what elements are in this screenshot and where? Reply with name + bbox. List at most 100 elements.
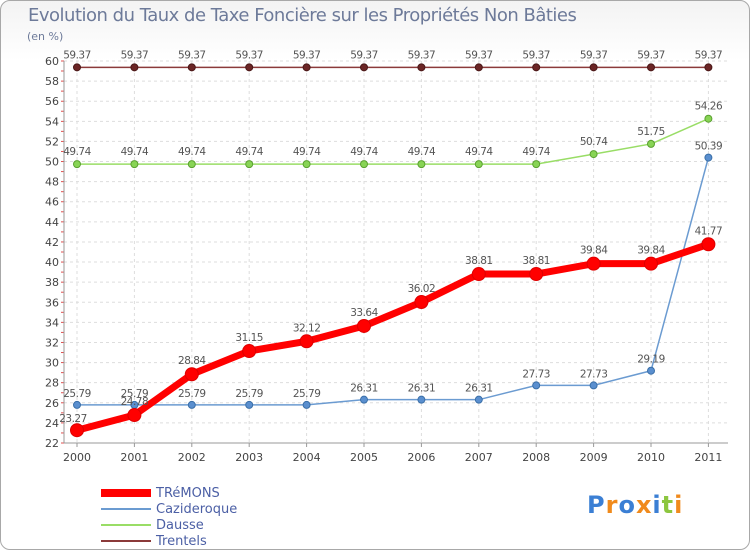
data-point xyxy=(73,63,81,72)
proxiti-logo: Proxiti xyxy=(587,491,683,519)
y-tick-label: 56 xyxy=(45,95,59,108)
series-line-cazideroque xyxy=(77,157,710,406)
y-tick-label: 34 xyxy=(45,316,59,329)
data-label: 59.37 xyxy=(695,49,723,61)
data-point xyxy=(360,63,368,72)
data-label: 59.37 xyxy=(293,49,321,61)
data-point xyxy=(417,63,426,72)
y-tick-label: 50 xyxy=(45,156,59,169)
data-point xyxy=(245,400,254,409)
data-label: 26.31 xyxy=(350,383,378,395)
data-point xyxy=(360,160,368,169)
y-tick-label: 58 xyxy=(45,75,59,88)
y-tick-label: 42 xyxy=(45,236,59,249)
data-label: 49.74 xyxy=(293,146,321,158)
data-label: 49.74 xyxy=(408,146,436,158)
x-tick-label: 2005 xyxy=(350,451,378,464)
data-label: 25.79 xyxy=(121,388,149,400)
data-label: 59.37 xyxy=(522,49,550,61)
data-label: 49.74 xyxy=(235,146,263,158)
data-point xyxy=(414,295,429,310)
data-point xyxy=(127,408,142,423)
y-tick-label: 44 xyxy=(45,216,59,229)
x-tick-label: 2008 xyxy=(522,451,550,464)
data-point xyxy=(184,367,199,382)
data-label: 39.84 xyxy=(637,245,665,257)
data-label: 59.37 xyxy=(178,49,206,61)
y-tick-label: 32 xyxy=(45,336,59,349)
data-label: 25.79 xyxy=(235,388,263,400)
x-tick-label: 2011 xyxy=(694,451,722,464)
data-point xyxy=(130,63,139,72)
data-label: 59.37 xyxy=(350,49,378,61)
data-point xyxy=(187,160,196,169)
data-point xyxy=(647,63,655,72)
data-label: 27.73 xyxy=(580,368,608,380)
legend-swatch xyxy=(101,508,151,510)
chart-legend: TRéMONS Cazideroque Dausse Trentels xyxy=(101,485,237,549)
legend-item-trentels: Trentels xyxy=(101,533,237,549)
legend-label: Trentels xyxy=(156,533,207,549)
data-point xyxy=(70,423,84,438)
data-point xyxy=(644,256,658,271)
data-label: 49.74 xyxy=(121,146,149,158)
logo-letter: t xyxy=(661,491,675,519)
data-point xyxy=(532,63,541,72)
x-tick-label: 2006 xyxy=(407,451,435,464)
data-label: 49.74 xyxy=(178,146,206,158)
legend-item-dausse: Dausse xyxy=(101,517,237,533)
y-tick-label: 54 xyxy=(45,115,59,128)
data-point xyxy=(532,160,541,169)
data-point xyxy=(701,237,716,252)
data-point xyxy=(704,153,713,162)
data-label: 39.84 xyxy=(580,245,608,257)
y-axis-unit-label: (en %) xyxy=(27,30,64,43)
data-point xyxy=(647,366,655,375)
data-label: 50.74 xyxy=(580,136,608,148)
data-label: 23.27 xyxy=(59,413,87,425)
logo-letter: i xyxy=(674,491,684,519)
legend-item-cazideroque: Cazideroque xyxy=(101,501,237,517)
data-point xyxy=(417,160,426,169)
x-tick-label: 2002 xyxy=(178,451,206,464)
data-label: 50.39 xyxy=(695,141,723,153)
y-tick-label: 52 xyxy=(45,135,59,148)
y-tick-label: 38 xyxy=(45,276,59,289)
x-tick-label: 2001 xyxy=(120,451,148,464)
data-point xyxy=(589,63,598,72)
data-point xyxy=(245,160,254,169)
data-point xyxy=(245,63,254,72)
logo-letter: o xyxy=(618,491,636,519)
data-point xyxy=(360,395,368,404)
data-label: 49.74 xyxy=(350,146,378,158)
data-point xyxy=(471,267,486,282)
x-tick-label: 2003 xyxy=(235,451,263,464)
data-label: 49.74 xyxy=(465,146,493,158)
data-label: 25.79 xyxy=(63,388,91,400)
legend-swatch xyxy=(101,540,151,542)
data-point xyxy=(474,63,483,72)
legend-label: TRéMONS xyxy=(156,485,220,501)
data-label: 27.73 xyxy=(522,368,550,380)
data-point xyxy=(417,395,426,404)
y-tick-label: 22 xyxy=(45,437,59,450)
x-tick-label: 2000 xyxy=(63,451,91,464)
data-label: 51.75 xyxy=(637,126,665,138)
data-point xyxy=(586,256,601,271)
data-label: 59.37 xyxy=(637,49,665,61)
y-tick-label: 60 xyxy=(45,55,59,68)
data-point xyxy=(187,63,196,72)
data-label: 29.19 xyxy=(637,354,665,366)
data-label: 59.37 xyxy=(121,49,149,61)
data-label: 36.02 xyxy=(408,283,436,295)
y-tick-label: 24 xyxy=(45,417,59,430)
data-label: 59.37 xyxy=(63,49,91,61)
y-tick-label: 30 xyxy=(45,357,59,370)
data-point xyxy=(532,381,541,390)
data-label: 24.78 xyxy=(121,396,149,408)
data-point xyxy=(130,160,139,169)
logo-letter: i xyxy=(652,491,662,519)
data-label: 38.81 xyxy=(522,255,550,267)
